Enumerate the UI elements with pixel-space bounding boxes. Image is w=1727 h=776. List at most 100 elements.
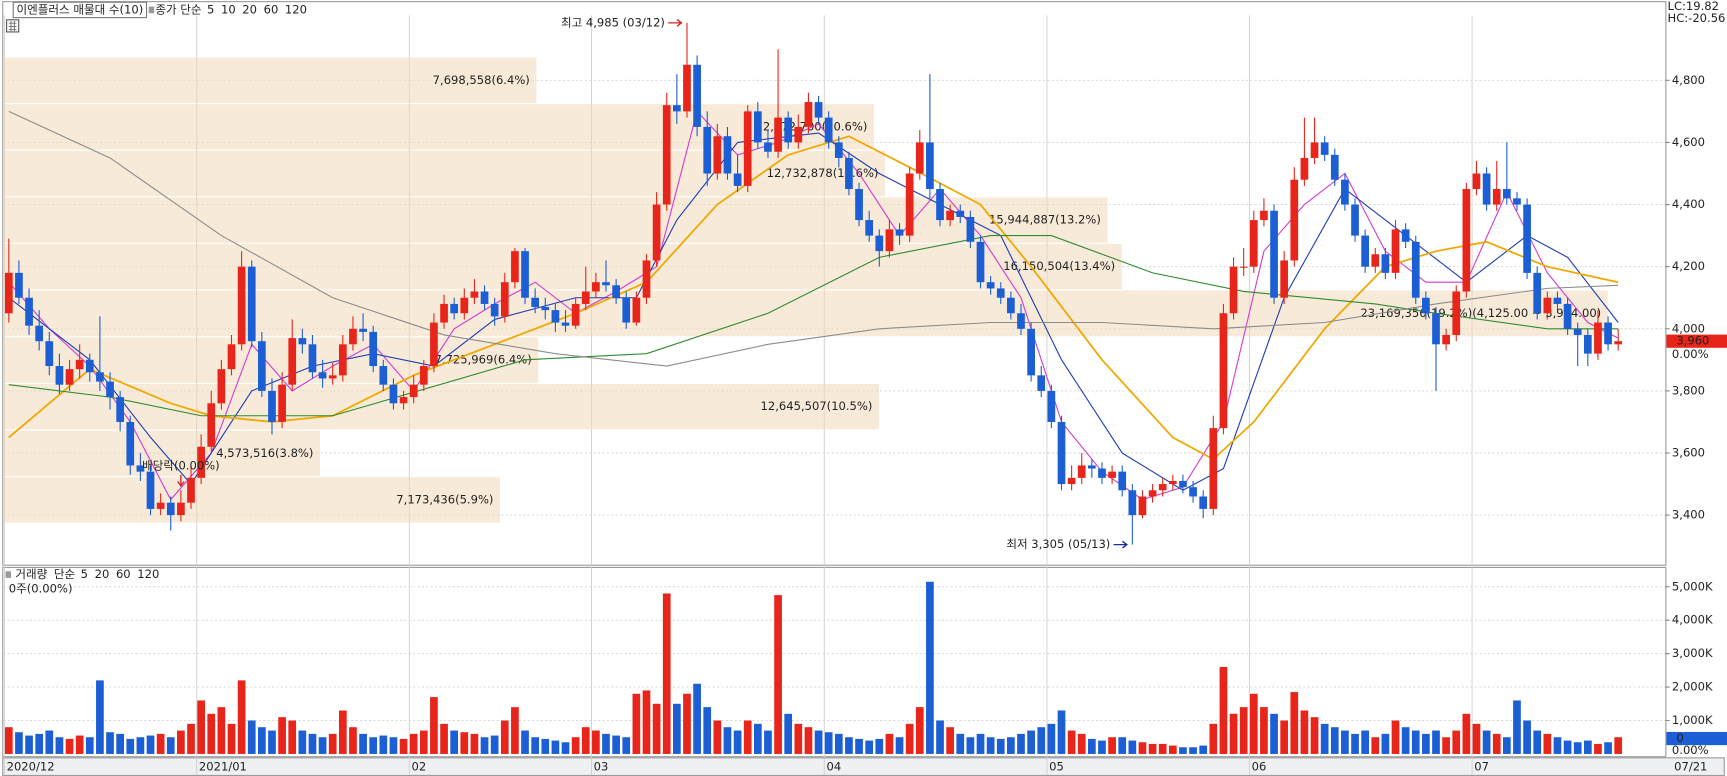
- candle-body: [895, 229, 904, 236]
- candle-body: [541, 307, 550, 311]
- legend-icon: [148, 6, 155, 14]
- volume-bar: [622, 737, 631, 754]
- volume-bar: [966, 737, 975, 754]
- volume-bar: [1604, 742, 1612, 754]
- candle-body: [1168, 480, 1177, 485]
- volume-profile-label: 7,725,969(6.4%): [435, 353, 532, 367]
- volume-bar: [1189, 747, 1197, 754]
- volume-bar: [187, 723, 195, 754]
- legend-title: 종가 단순: [155, 2, 202, 16]
- candle-body: [45, 341, 54, 367]
- volume-bar: [278, 717, 286, 754]
- volume-bar: [126, 738, 135, 754]
- candle-body: [55, 366, 64, 385]
- candle-body: [1523, 204, 1531, 273]
- volume-bar: [359, 733, 367, 754]
- candle-body: [602, 282, 610, 286]
- volume-bar: [298, 730, 307, 754]
- candle-body: [227, 344, 236, 370]
- candle-body: [713, 136, 722, 174]
- volume-bar: [1310, 717, 1319, 754]
- volume-bar: [733, 730, 742, 754]
- candle-body: [703, 126, 712, 174]
- candle-body: [1098, 468, 1106, 478]
- candle-body: [1108, 471, 1116, 478]
- volume-bar: [338, 710, 347, 754]
- volume-bar: [1351, 733, 1359, 754]
- volume-bar: [1270, 713, 1278, 754]
- candle-body: [743, 111, 752, 186]
- volume-bar: [1391, 720, 1400, 754]
- volume-bar: [1300, 710, 1309, 754]
- volume-bar: [399, 738, 408, 754]
- candle-body: [976, 241, 985, 283]
- volume-bar: [834, 733, 843, 754]
- candle-body: [1533, 272, 1542, 314]
- volume-bar: [1239, 707, 1248, 754]
- candle-body: [521, 251, 529, 298]
- volume-bar: [1108, 737, 1116, 754]
- volume-bar: [976, 733, 985, 754]
- volume-bar: [1138, 742, 1147, 754]
- volume-bar: [1260, 707, 1268, 754]
- candle-body: [1199, 496, 1208, 509]
- volume-bar: [369, 737, 378, 754]
- legend-entry: 60: [116, 567, 131, 581]
- volume-bar: [1158, 743, 1167, 754]
- volume-bar: [1583, 740, 1592, 754]
- candle-body: [116, 397, 125, 422]
- candle-body: [1118, 471, 1127, 491]
- volume-bar: [1229, 713, 1238, 754]
- volume-bar: [875, 738, 884, 754]
- candle-body: [1290, 179, 1299, 261]
- volume-bar: [1482, 730, 1491, 754]
- candle-body: [673, 105, 681, 112]
- y-tick-label: 1,000K: [1672, 713, 1713, 727]
- candle-body: [1361, 235, 1369, 267]
- volume-bar: [268, 730, 276, 754]
- candle-body: [1482, 173, 1491, 205]
- y-tick-label: 5,000K: [1672, 579, 1713, 593]
- candle-body: [460, 297, 469, 314]
- candle-body: [106, 381, 114, 398]
- volume-bar: [946, 727, 955, 754]
- candle-body: [1341, 179, 1349, 205]
- candle-body: [500, 282, 509, 317]
- candle-body: [834, 142, 843, 158]
- volume-bar: [551, 740, 560, 754]
- legend-entry: 20: [95, 567, 110, 581]
- volume-bar: [1087, 738, 1096, 754]
- candle-body: [1411, 241, 1420, 298]
- candle-body: [237, 266, 246, 345]
- candle-body: [622, 297, 631, 323]
- volume-bar: [318, 737, 327, 754]
- volume-bar: [1280, 720, 1289, 754]
- candle-body: [1310, 142, 1319, 158]
- volume-bar: [1502, 737, 1511, 754]
- candle-body: [75, 359, 84, 370]
- volume-profile-label: 16,150,504(13.4%): [1003, 259, 1115, 273]
- candle-body: [126, 421, 135, 466]
- candle-body: [217, 369, 226, 404]
- candle-body: [1442, 334, 1450, 345]
- candle-body: [1037, 375, 1046, 391]
- candle-body: [1138, 496, 1147, 516]
- candle-body: [814, 102, 823, 118]
- candle-body: [511, 251, 519, 283]
- candle-body: [1249, 220, 1258, 267]
- volume-profile-label: 7,698,558(6.4%): [433, 73, 530, 87]
- candle-body: [1594, 322, 1602, 354]
- candle-body: [1604, 322, 1612, 345]
- volume-bar: [1563, 740, 1572, 754]
- candle-body: [1371, 254, 1380, 267]
- candle-body: [1492, 189, 1501, 205]
- legend-entry: 60: [264, 2, 279, 16]
- candle-body: [561, 322, 570, 326]
- candle-body: [1229, 266, 1238, 314]
- volume-bar: [1371, 737, 1380, 754]
- volume-bar: [197, 700, 205, 754]
- y-tick-label: 4,800: [1672, 73, 1705, 87]
- candle-body: [875, 235, 884, 252]
- candle-body: [865, 220, 874, 236]
- volume-bar: [865, 740, 874, 754]
